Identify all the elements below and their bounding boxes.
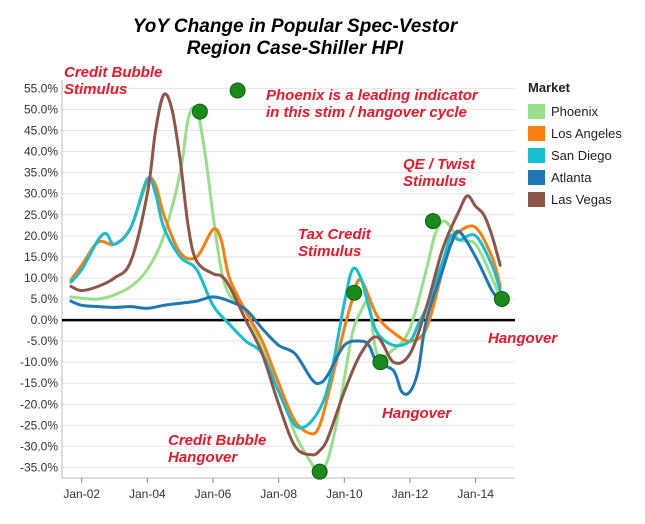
x-tick-label: Jan-06 <box>195 487 232 501</box>
y-tick-label: -30.0% <box>20 439 58 453</box>
legend-label-san-diego: San Diego <box>551 147 612 163</box>
legend-item-los-angeles[interactable]: Los Angeles <box>528 122 638 144</box>
x-tick-label: Jan-14 <box>457 487 494 501</box>
legend-swatch-phoenix <box>528 103 545 119</box>
y-tick-label: -15.0% <box>20 376 58 390</box>
annotation-line: Stimulus <box>64 81 128 98</box>
y-tick-label: 45.0% <box>24 124 58 138</box>
y-tick-label: 20.0% <box>24 229 58 243</box>
x-tick-label: Jan-08 <box>260 487 297 501</box>
y-tick-label: -10.0% <box>20 355 58 369</box>
legend-swatch-los-angeles <box>528 125 545 141</box>
event-markers <box>191 82 510 480</box>
series-line-las-vegas <box>69 92 502 457</box>
y-tick-label: 25.0% <box>24 208 58 222</box>
annotation-line: Hangover <box>488 330 558 347</box>
x-tick-label: Jan-10 <box>326 487 363 501</box>
annotation-hangover-right: Hangover <box>488 330 557 347</box>
chart-title-line-1: YoY Change in Popular Spec-Vestor <box>132 16 458 37</box>
x-tick-label: Jan-12 <box>392 487 429 501</box>
legend-item-atlanta[interactable]: Atlanta <box>528 166 638 188</box>
y-tick-label: 55.0% <box>24 81 58 95</box>
y-tick-label: -25.0% <box>20 418 58 432</box>
series-line-san-diego <box>69 176 502 430</box>
y-tick-label: 50.0% <box>24 102 58 116</box>
annotation-line: Phoenix is a leading indicator <box>266 87 478 104</box>
legend-swatch-las-vegas <box>528 191 545 207</box>
annotation-line: QE / Twist <box>403 156 475 173</box>
legend-item-las-vegas[interactable]: Las Vegas <box>528 188 638 210</box>
y-tick-label: 0.0% <box>31 313 59 327</box>
annotation-tax-credit: Tax Credit Stimulus <box>298 226 371 260</box>
y-tick-label: -5.0% <box>27 334 59 348</box>
legend-label-las-vegas: Las Vegas <box>551 191 612 207</box>
annotation-phoenix-indicator: Phoenix is a leading indicator in this s… <box>266 87 478 121</box>
chart-title-line-2: Region Case-Shiller HPI <box>186 38 404 59</box>
annotation-marker <box>229 82 246 99</box>
x-tick-label: Jan-04 <box>129 487 166 501</box>
y-tick-label: -20.0% <box>20 397 58 411</box>
event-marker <box>311 463 328 480</box>
legend-item-san-diego[interactable]: San Diego <box>528 144 638 166</box>
annotation-credit-bubble-stimulus: Credit Bubble Stimulus <box>64 64 162 98</box>
legend-swatch-atlanta <box>528 169 545 185</box>
y-tick-label: 35.0% <box>24 166 58 180</box>
annotation-line: Stimulus <box>403 173 467 190</box>
legend-label-los-angeles: Los Angeles <box>551 125 622 141</box>
annotation-line: in this stim / hangover cycle <box>266 104 467 121</box>
event-marker <box>191 103 208 120</box>
event-marker <box>424 213 441 230</box>
legend-label-phoenix: Phoenix <box>551 103 598 119</box>
event-marker <box>493 291 510 308</box>
annotation-line: Hangover <box>382 405 452 422</box>
chart-title: YoY Change in Popular Spec-Vestor Region… <box>60 16 530 60</box>
annotation-hangover-mid: Hangover <box>382 405 451 422</box>
y-tick-label: 5.0% <box>31 292 59 306</box>
y-tick-label: -35.0% <box>20 460 58 474</box>
annotation-line: Stimulus <box>298 243 362 260</box>
annotation-line: Credit Bubble <box>168 432 267 449</box>
series-lines <box>69 92 502 476</box>
y-tick-label: 40.0% <box>24 145 58 159</box>
series-line-atlanta <box>69 229 502 396</box>
annotation-qe-twist: QE / Twist Stimulus <box>403 156 475 190</box>
event-marker <box>372 354 389 371</box>
event-marker <box>346 284 363 301</box>
legend-item-phoenix[interactable]: Phoenix <box>528 100 638 122</box>
annotation-credit-bubble-hangover: Credit Bubble Hangover <box>168 432 266 466</box>
x-axis: Jan-02 Jan-04 Jan-06 Jan-08 Jan-10 Jan-12 Jan-… <box>62 477 515 501</box>
y-tick-label: 30.0% <box>24 187 58 201</box>
y-axis: -35.0% -30.0% -25.0% -20.0% -15.0% -10.0% -5.0… <box>20 80 63 478</box>
x-tick-label: Jan-02 <box>63 487 100 501</box>
annotation-line: Credit Bubble <box>64 64 163 81</box>
series-line-phoenix <box>69 105 502 476</box>
legend-title: Market <box>528 80 570 95</box>
legend-swatch-san-diego <box>528 147 545 163</box>
legend-label-atlanta: Atlanta <box>551 169 592 185</box>
annotation-line: Hangover <box>168 449 238 466</box>
y-tick-label: 10.0% <box>24 271 58 285</box>
annotation-line: Tax Credit <box>298 226 371 243</box>
y-tick-label: 15.0% <box>24 250 58 264</box>
legend: Market Phoenix Los Angeles San Diego Atl… <box>528 80 638 210</box>
